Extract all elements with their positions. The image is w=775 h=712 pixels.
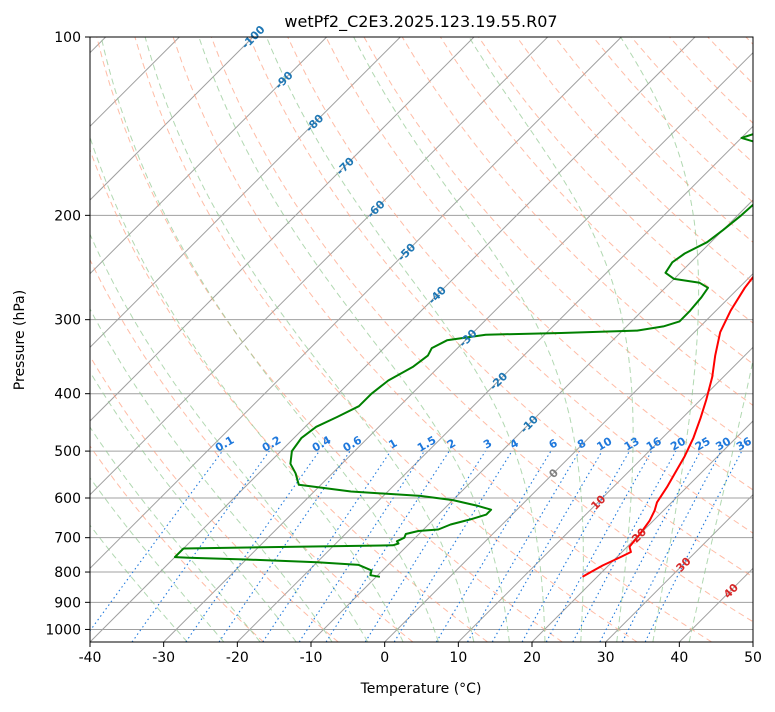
x-tick-label: 10 bbox=[449, 650, 467, 666]
y-tick-label: 400 bbox=[54, 387, 81, 403]
x-tick-label: 50 bbox=[744, 650, 762, 666]
x-tick-label: -10 bbox=[300, 650, 323, 666]
x-axis-label: Temperature (°C) bbox=[360, 681, 482, 697]
y-tick-label: 200 bbox=[54, 208, 81, 224]
x-tick-label: 30 bbox=[597, 650, 615, 666]
x-tick-label: 0 bbox=[380, 650, 389, 666]
y-tick-label: 800 bbox=[54, 565, 81, 581]
y-axis-label: Pressure (hPa) bbox=[12, 290, 28, 390]
y-tick-label: 500 bbox=[54, 444, 81, 460]
y-tick-label: 700 bbox=[54, 531, 81, 547]
x-tick-label: 40 bbox=[670, 650, 688, 666]
y-tick-label: 300 bbox=[54, 313, 81, 329]
y-tick-label: 100 bbox=[54, 30, 81, 46]
x-tick-label: -40 bbox=[79, 650, 102, 666]
y-tick-label: 1000 bbox=[45, 622, 81, 638]
x-tick-label: 20 bbox=[523, 650, 541, 666]
y-tick-label: 900 bbox=[54, 595, 81, 611]
chart-title: wetPf2_C2E3.2025.123.19.55.R07 bbox=[284, 12, 557, 32]
x-tick-label: -20 bbox=[226, 650, 249, 666]
y-tick-label: 600 bbox=[54, 491, 81, 507]
x-tick-label: -30 bbox=[152, 650, 175, 666]
